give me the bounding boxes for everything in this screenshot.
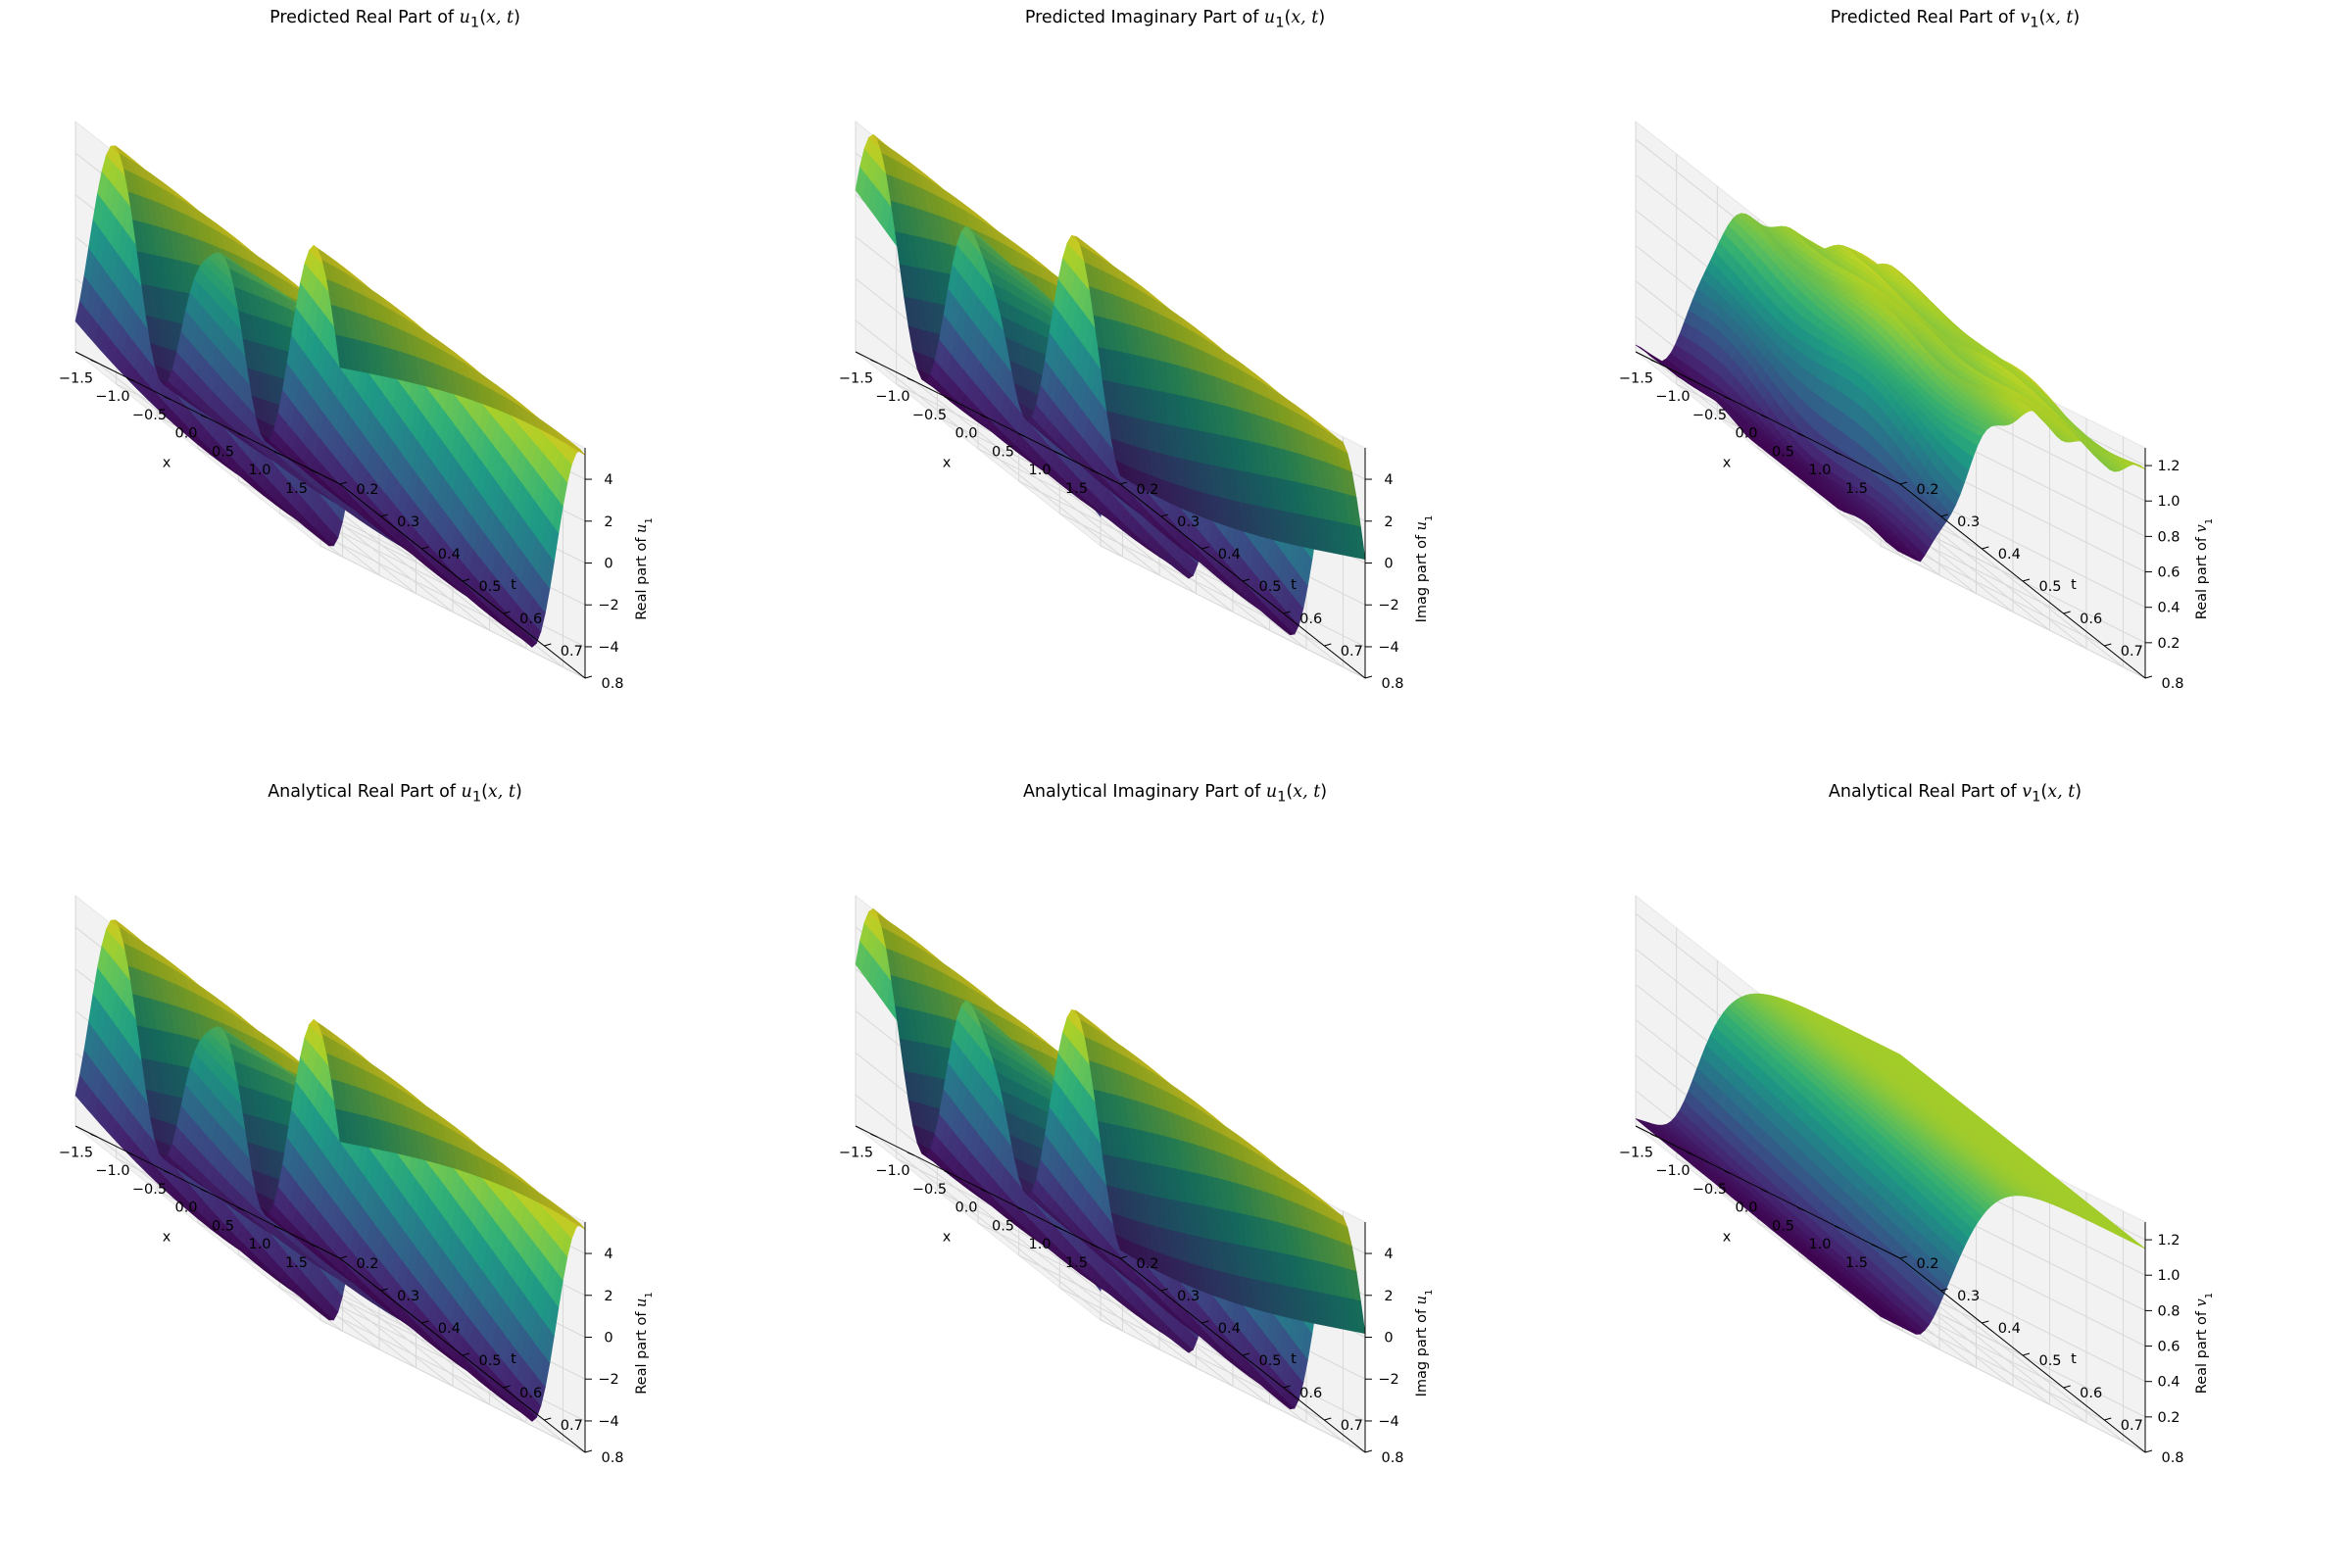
chart-svg: −1.5−1.0−0.5 0.0 0.5 1.0 1.5 x 0.2 0.3 0.4 0.5 0.6…	[839, 120, 1435, 692]
t-tick-label: 0.5	[1258, 579, 1281, 595]
chart-panel: Predicted Real Part of u1(x, t) −1.5 −1.0−…	[5, 4, 785, 778]
t-tick	[1242, 578, 1250, 582]
t-tick-label: 0.8	[601, 676, 623, 692]
x-tick-label: 1.5	[285, 481, 308, 497]
gridline	[319, 545, 586, 679]
chart-svg: −1.5−1.0−0.50.00.51.01.5x0.20.30.40.50.6…	[1619, 120, 2215, 692]
x-axis-label: x	[163, 456, 172, 471]
z-tick-label: −4	[1378, 640, 1398, 656]
x-tick-label: −1.0	[875, 389, 909, 405]
z-tick-label: 2	[604, 514, 612, 530]
x-tick	[237, 432, 245, 437]
t-tick	[1119, 481, 1128, 485]
t-tick-label: 0.5	[478, 579, 501, 595]
surface	[74, 145, 586, 648]
t-tick-label: 0.7	[1341, 644, 1363, 660]
t-tick-label: 0.6	[519, 612, 542, 627]
t-tick	[503, 611, 511, 614]
x-tick	[944, 396, 952, 401]
x-tick	[311, 469, 318, 474]
t-tick	[1364, 675, 1373, 679]
t-tick	[380, 514, 388, 517]
t-tick	[1283, 611, 1291, 614]
chart-title-text: Predicted Real Part of	[1830, 8, 2021, 27]
x-tick	[1054, 451, 1062, 456]
x-tick	[164, 396, 172, 401]
chart-title: Predicted Real Part of u1(x, t)	[270, 8, 520, 31]
t-tick-label: 0.7	[561, 644, 583, 660]
z-tick-label: 0	[1384, 557, 1393, 572]
chart-panel: Predicted Imaginary Part of u1(x, t) −1.5…	[785, 4, 1565, 778]
gridline	[1100, 545, 1366, 679]
x-tick-label: −0.5	[912, 408, 947, 423]
x-tick-label: 1.0	[1028, 463, 1051, 478]
x-tick-label: −1.5	[59, 370, 93, 386]
t-tick	[421, 546, 429, 550]
x-tick-label: −1.0	[95, 389, 129, 405]
t-tick-label: 0.4	[1218, 547, 1241, 563]
t-tick	[339, 481, 348, 485]
x-tick	[1091, 469, 1099, 474]
x-tick	[1017, 432, 1025, 437]
t-tick	[544, 643, 552, 647]
t-tick-label: 0.3	[397, 514, 419, 530]
z-axis-label: Imag part of u1	[1414, 515, 1435, 623]
chart-svg: −1.5−1.0−0.5 0.0 0.5 1.0 1.5 x 0.2 0.3 0.4 0.5 0.6…	[59, 120, 655, 692]
t-tick	[1160, 514, 1168, 517]
chart-title: Predicted Imaginary Part of u1(x, t)	[1024, 8, 1326, 31]
chart-title-text: Predicted Imaginary Part of	[1024, 8, 1264, 27]
t-tick-label: 0.8	[1381, 676, 1403, 692]
chart-panel: Predicted Real Part of v1(x, t) −1.5 −1.0−…	[1565, 4, 2345, 778]
z-tick-label: 2	[1384, 514, 1393, 530]
z-tick-label: 4	[1384, 472, 1393, 488]
x-tick-label: −1.5	[839, 370, 873, 386]
x-tick	[870, 359, 878, 364]
chart-title-text: Predicted Real Part of	[270, 8, 460, 27]
surface-facet	[335, 334, 347, 369]
t-tick	[462, 578, 470, 582]
surface-facet	[1115, 460, 1127, 480]
chart-title: Predicted Real Part of v1(x, t)	[1830, 8, 2081, 31]
z-axis-label: Real part of u1	[634, 517, 655, 620]
x-tick	[200, 415, 209, 418]
x-tick-label: 1.5	[1065, 481, 1088, 497]
x-tick-label: −0.5	[132, 408, 167, 423]
x-tick	[126, 377, 135, 382]
z-tick-label: −2	[1378, 598, 1398, 613]
x-tick	[90, 359, 98, 364]
x-axis-label: x	[943, 456, 952, 471]
t-tick-label: 0.6	[1299, 612, 1322, 627]
t-axis-label: t	[511, 577, 516, 593]
x-tick-label: 0.0	[955, 426, 977, 442]
t-tick	[584, 675, 593, 679]
t-tick	[1201, 546, 1209, 550]
t-tick-label: 0.2	[1136, 482, 1158, 498]
z-tick-label: −4	[598, 640, 618, 656]
t-axis-label: t	[1291, 577, 1297, 593]
x-tick-label: 0.5	[992, 444, 1014, 460]
x-tick	[273, 451, 282, 456]
t-tick-label: 0.4	[438, 547, 461, 563]
t-tick	[1324, 643, 1332, 647]
surface	[855, 133, 1366, 636]
x-tick	[980, 415, 989, 418]
z-tick-label: 4	[604, 472, 612, 488]
z-tick-label: 0	[604, 557, 612, 572]
x-tick	[906, 377, 915, 382]
x-tick-label: 0.5	[212, 444, 234, 460]
x-tick-label: 0.0	[174, 426, 197, 442]
t-tick-label: 0.2	[356, 482, 378, 498]
x-tick-label: 1.0	[248, 463, 270, 478]
z-tick-label: −2	[598, 598, 618, 613]
t-tick-label: 0.3	[1177, 514, 1200, 530]
